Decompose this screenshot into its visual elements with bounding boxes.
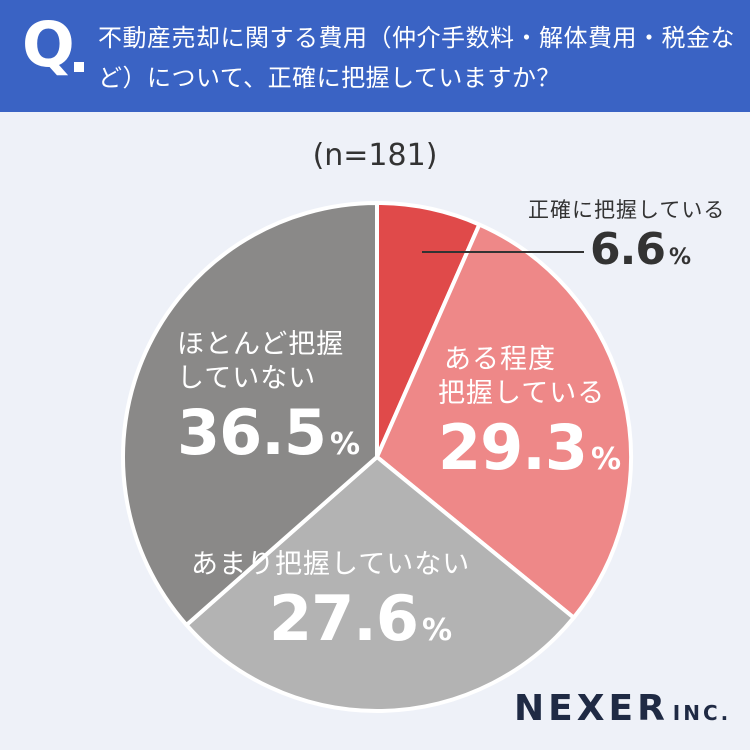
slice-hardly bbox=[121, 201, 379, 627]
label-not-much: あまり把握していない 27.6% bbox=[191, 548, 470, 668]
label-accurate: 正確に把握している 6.6% bbox=[528, 196, 725, 284]
sample-size: (n=181) bbox=[312, 138, 438, 173]
question-header: Q 不動産売却に関する費用（仲介手数料・解体費用・税金など）について、正確に把握… bbox=[0, 0, 750, 112]
label-somewhat: ある程度 把握している 29.3% bbox=[438, 343, 621, 497]
label-hardly: ほとんど把握 していない 36.5% bbox=[177, 328, 360, 482]
label-somewhat-value: 29.3% bbox=[438, 411, 621, 484]
label-not-much-line1: あまり把握していない bbox=[191, 549, 471, 580]
label-accurate-value: 6.6% bbox=[590, 224, 691, 275]
slice-somewhat bbox=[375, 222, 633, 620]
q-mark: Q bbox=[22, 8, 75, 81]
slice-not-much bbox=[184, 455, 576, 713]
label-hardly-line2: していない bbox=[177, 363, 317, 394]
label-accurate-name: 正確に把握している bbox=[528, 198, 726, 222]
label-hardly-value: 36.5% bbox=[177, 396, 360, 469]
question-text: 不動産売却に関する費用（仲介手数料・解体費用・税金など）について、正確に把握して… bbox=[98, 24, 735, 92]
label-not-much-value: 27.6% bbox=[269, 582, 452, 655]
leader-line bbox=[422, 251, 584, 253]
label-hardly-line1: ほとんど把握 bbox=[177, 329, 345, 360]
label-somewhat-line2: 把握している bbox=[438, 378, 606, 409]
q-dot bbox=[74, 62, 84, 72]
label-somewhat-line1: ある程度 bbox=[444, 344, 556, 375]
nexer-logo: NEXER INC. bbox=[514, 688, 732, 729]
